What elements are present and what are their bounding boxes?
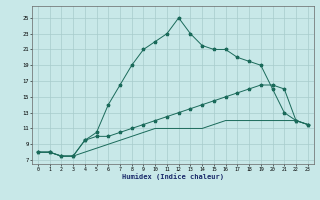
X-axis label: Humidex (Indice chaleur): Humidex (Indice chaleur) <box>122 173 224 180</box>
